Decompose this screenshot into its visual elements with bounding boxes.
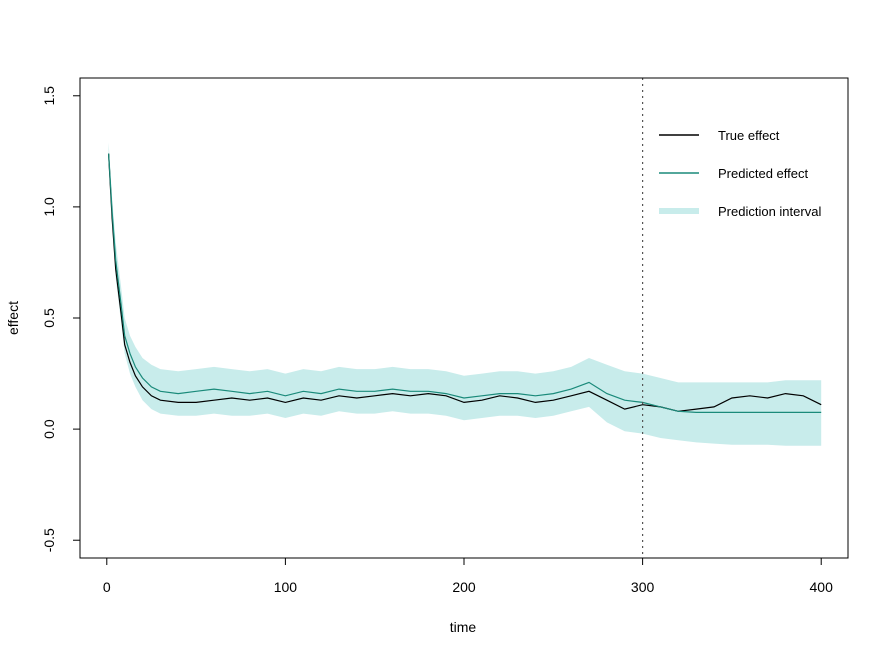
legend-label-predicted-effect: Predicted effect bbox=[718, 166, 808, 181]
predicted-effect-line bbox=[108, 153, 822, 413]
x-tick-label: 200 bbox=[452, 579, 476, 595]
y-tick-label: 1.5 bbox=[41, 86, 57, 106]
x-tick-label: 300 bbox=[631, 579, 655, 595]
x-tick-label: 0 bbox=[103, 579, 111, 595]
x-tick-label: 400 bbox=[810, 579, 834, 595]
true-effect-line bbox=[108, 153, 822, 412]
x-axis: 0 100 200 300 400 bbox=[103, 557, 834, 595]
y-axis-title: effect bbox=[5, 301, 21, 335]
y-tick-label: -0.5 bbox=[41, 528, 57, 552]
y-tick-label: 0.0 bbox=[41, 419, 57, 439]
y-axis: -0.5 0.0 0.5 1.0 1.5 bbox=[41, 86, 81, 552]
legend: True effect Predicted effect Prediction in… bbox=[659, 128, 821, 219]
y-tick-label: 1.0 bbox=[41, 197, 57, 217]
plot-frame bbox=[79, 77, 849, 559]
x-tick-label: 100 bbox=[274, 579, 298, 595]
legend-label-true-effect: True effect bbox=[718, 128, 780, 143]
prediction-interval-band bbox=[108, 142, 822, 446]
legend-label-prediction-interval: Prediction interval bbox=[718, 204, 821, 219]
series-layer bbox=[108, 153, 822, 413]
prediction-interval-layer bbox=[108, 142, 822, 446]
x-axis-title: time bbox=[450, 619, 477, 635]
y-tick-label: 0.5 bbox=[41, 308, 57, 328]
